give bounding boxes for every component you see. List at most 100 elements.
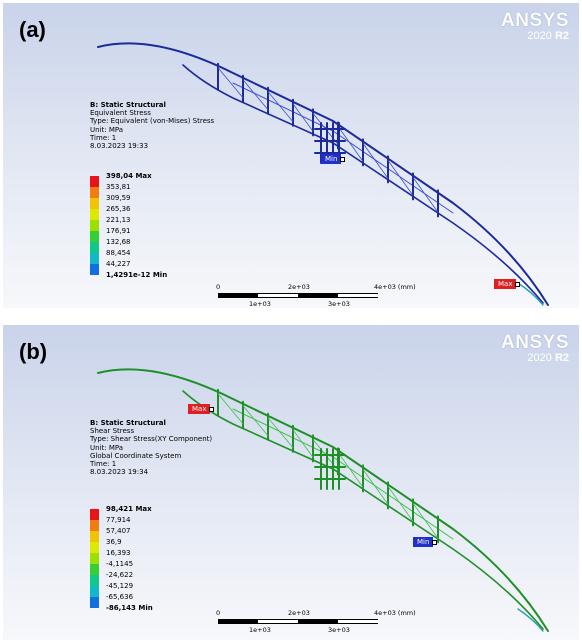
legend-label: -24,622 — [106, 571, 134, 579]
legend-swatch — [90, 586, 99, 597]
truss-strut — [412, 502, 439, 539]
beam-member — [182, 390, 544, 630]
legend-label: 16,393 — [106, 549, 131, 557]
truss-strut — [292, 429, 314, 458]
ansys-version: 2020 — [527, 30, 552, 42]
scale-tick: 2e+03 — [288, 609, 310, 617]
analysis-title: B: Static Structural — [90, 101, 166, 109]
result-time: Time: 1 — [90, 133, 117, 142]
ansys-logo: ANSYS 2020 R2 — [501, 11, 569, 42]
legend-swatch — [90, 553, 99, 564]
legend-swatch — [90, 564, 99, 575]
legend-swatch — [90, 231, 99, 242]
legend-swatch — [90, 209, 99, 220]
truss-strut — [267, 91, 294, 123]
result-csys: Global Coordinate System — [90, 451, 182, 460]
legend-swatch — [90, 531, 99, 542]
result-date: 8.03.2023 19:34 — [90, 468, 149, 477]
legend-label: 77,914 — [106, 516, 131, 524]
legend-label: 132,68 — [106, 238, 131, 246]
truss-strut — [412, 176, 439, 213]
legend-swatch — [90, 509, 99, 520]
result-date: 8.03.2023 19:33 — [90, 142, 149, 151]
legend-swatch — [90, 187, 99, 198]
legend-swatch — [90, 242, 99, 253]
legend-swatch — [90, 176, 99, 187]
result-type: Type: Shear Stress(XY Component) — [90, 435, 213, 444]
result-time: Time: 1 — [90, 460, 117, 469]
result-name: Shear Stress — [90, 427, 135, 436]
scale-tick: 3e+03 — [328, 626, 350, 634]
legend-label: 221,13 — [106, 216, 131, 224]
min-probe-a[interactable]: Min — [321, 154, 346, 164]
panel-label-a: (a) — [19, 17, 46, 42]
legend-label-min: 1,4291e-12 Min — [106, 271, 168, 279]
legend-swatch — [90, 220, 99, 231]
ansys-logo: ANSYS 2020 R2 — [501, 333, 569, 364]
max-probe-b[interactable]: Max — [188, 404, 216, 414]
scale-tick: 4e+03 (mm) — [374, 283, 416, 291]
ansys-wordmark: ANSYS — [501, 10, 569, 31]
legend-label-min: -86,143 Min — [106, 604, 153, 612]
beam-member — [232, 82, 454, 214]
ansys-wordmark: ANSYS — [501, 332, 569, 353]
legend-label: 265,36 — [106, 205, 131, 213]
truss-strut — [387, 159, 414, 196]
min-probe-b[interactable]: Min — [413, 537, 438, 547]
truss-strut — [242, 405, 269, 437]
result-info-b: B: Static Structural Shear Stress Type: … — [90, 419, 212, 476]
beam-member — [182, 64, 544, 304]
analysis-title: B: Static Structural — [90, 419, 166, 427]
scale-tick: 3e+03 — [328, 300, 350, 308]
truss-strut — [362, 468, 389, 505]
legend-label-max: 98,421 Max — [106, 505, 152, 513]
result-viewport-a[interactable]: (a) ANSYS 2020 R2 B: Static Structural E… — [3, 3, 579, 308]
result-viewport-b[interactable]: (b) ANSYS 2020 R2 B: Static Structural S… — [3, 325, 579, 640]
legend-label: -65,636 — [106, 593, 134, 601]
scale-tick: 2e+03 — [288, 283, 310, 291]
scale-tick: 0 — [216, 609, 221, 617]
truss-strut — [387, 485, 414, 522]
truss-strut — [337, 126, 364, 162]
legend-label: 36,9 — [106, 538, 122, 546]
legend-swatch — [90, 198, 99, 209]
legend-swatch — [90, 253, 99, 264]
scale-tick: 4e+03 (mm) — [374, 609, 416, 617]
legend-swatch — [90, 264, 99, 275]
scale-tick: 0 — [216, 283, 221, 291]
beam-member — [232, 408, 454, 540]
beam-member — [97, 368, 549, 632]
truss-strut — [362, 142, 389, 179]
truss-strut — [292, 103, 314, 132]
ansys-release: R2 — [554, 30, 569, 42]
legend-label: 176,91 — [106, 227, 131, 235]
truss-strut — [267, 417, 294, 449]
panel-label-b: (b) — [19, 339, 48, 364]
truss-strut — [242, 79, 269, 111]
truss-strut — [217, 393, 244, 425]
legend-label: 353,81 — [106, 183, 131, 191]
scale-tick: 1e+03 — [249, 300, 271, 308]
result-type: Type: Equivalent (von-Mises) Stress — [90, 117, 215, 126]
truss-strut — [337, 452, 364, 488]
beam-member — [97, 42, 549, 306]
ansys-version: 2020 — [527, 352, 552, 364]
ansys-release: R2 — [554, 352, 569, 364]
legend-label-max: 398,04 Max — [106, 172, 152, 180]
beam-member — [517, 282, 544, 306]
result-unit: Unit: MPa — [90, 443, 124, 452]
scale-bar-b: 0 2e+03 4e+03 (mm) 1e+03 3e+03 — [216, 607, 416, 637]
legend-swatch — [90, 597, 99, 608]
legend-swatch — [90, 520, 99, 531]
max-probe-a[interactable]: Max — [494, 279, 522, 289]
legend-label: 88,454 — [106, 249, 131, 257]
legend-label: -4,1145 — [106, 560, 134, 568]
legend-label: 44,227 — [106, 260, 131, 268]
beam-member — [517, 608, 544, 632]
truss-strut — [217, 67, 244, 99]
legend-label: -45,129 — [106, 582, 134, 590]
legend-label: 57,407 — [106, 527, 131, 535]
scale-bar-a: 0 2e+03 4e+03 (mm) 1e+03 3e+03 — [216, 281, 416, 308]
result-info-a: B: Static Structural Equivalent Stress T… — [90, 101, 214, 150]
result-unit: Unit: MPa — [90, 125, 124, 134]
